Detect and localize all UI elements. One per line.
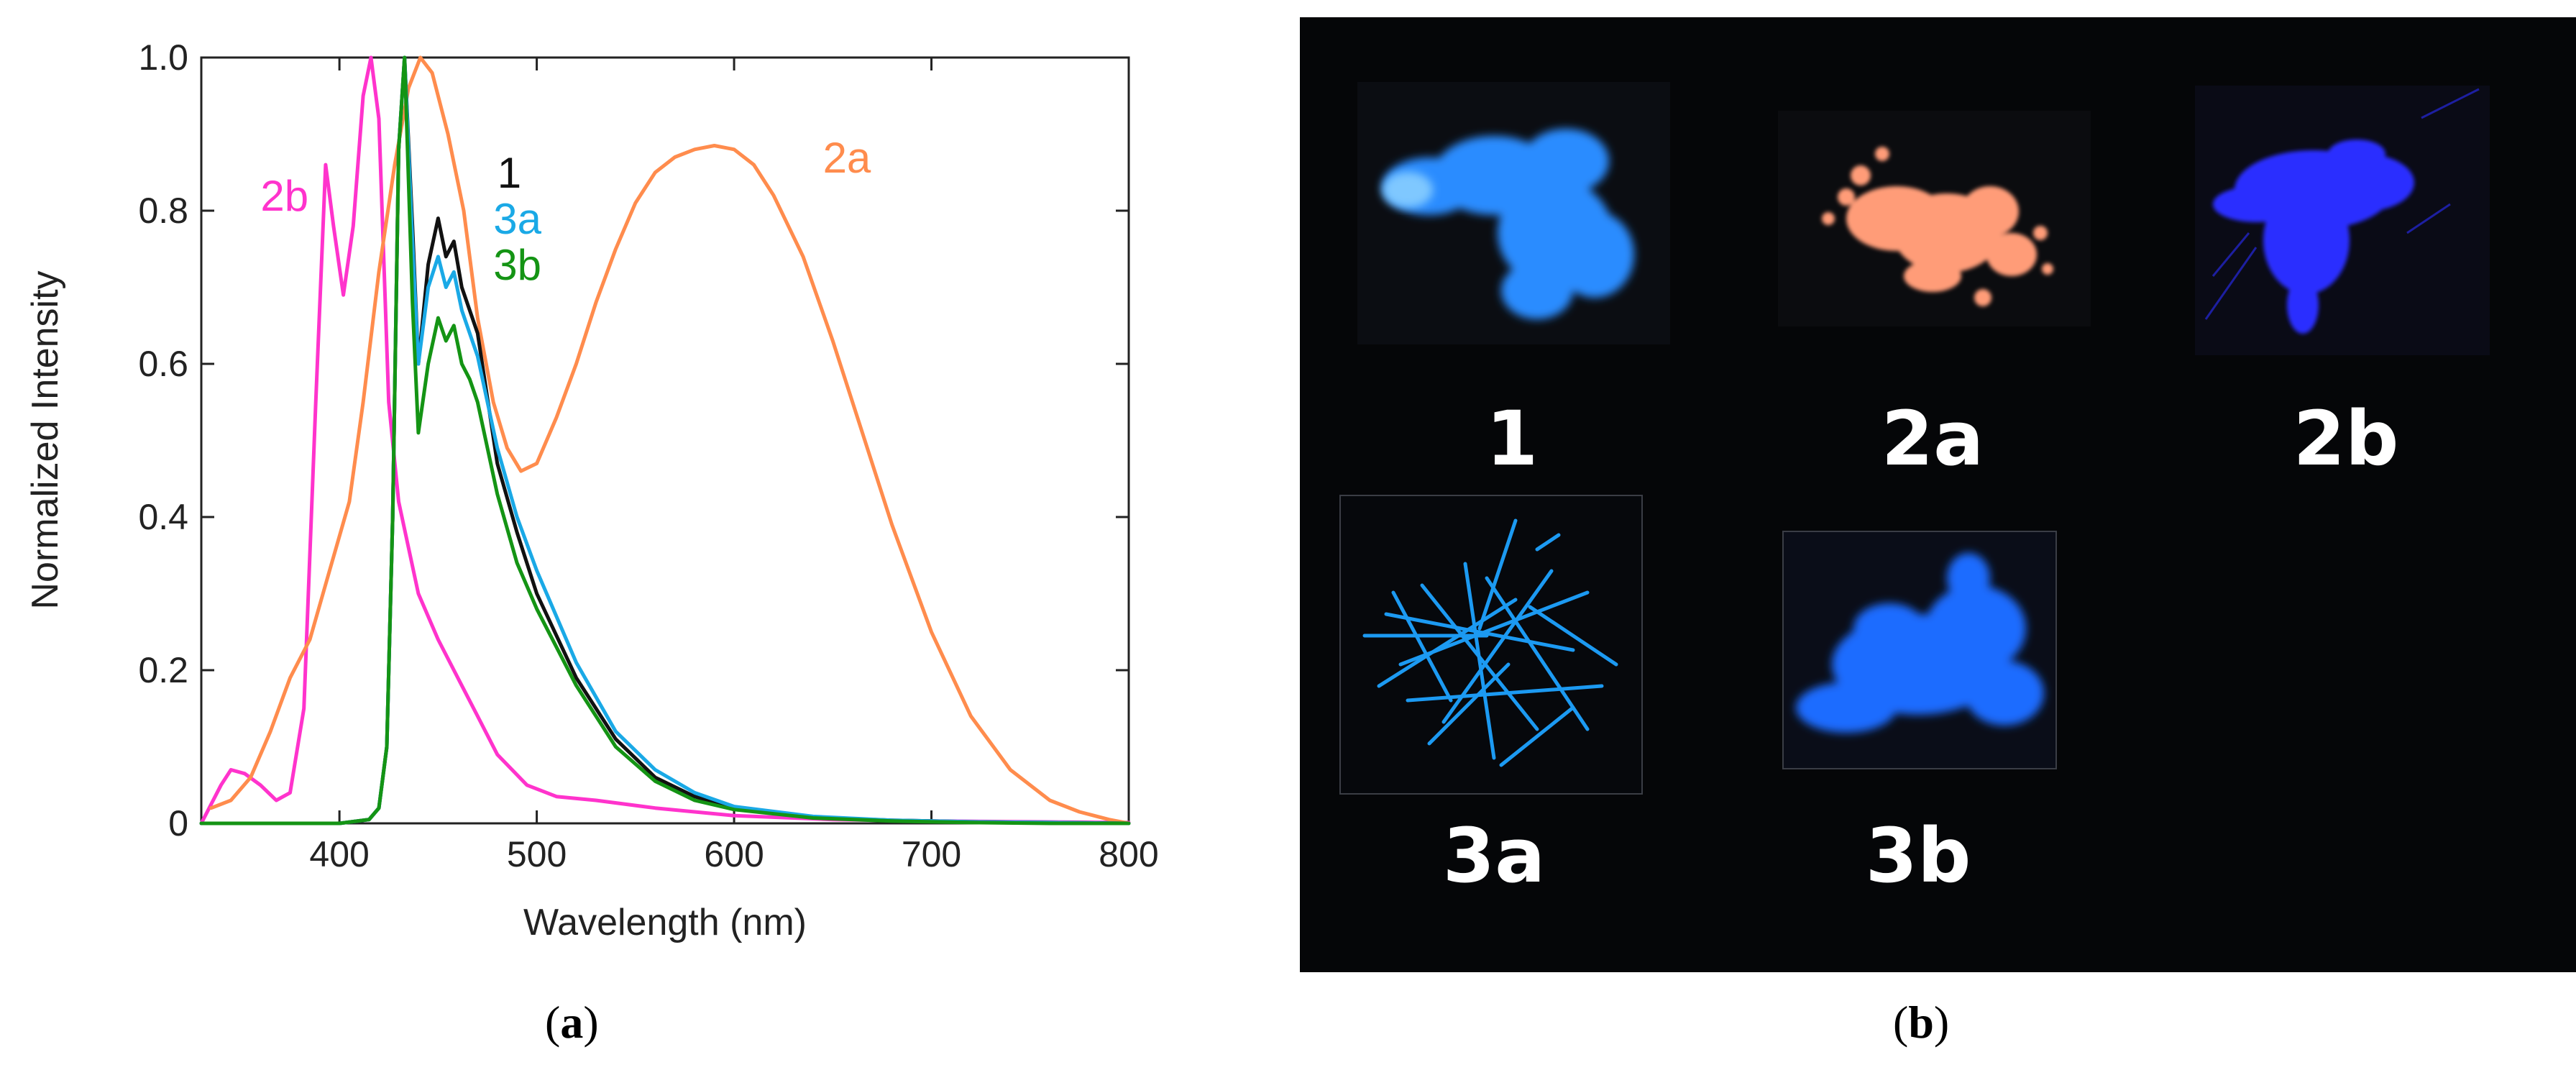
caption-b-close: ) (1933, 997, 1950, 1048)
sample-label-1: 1 (1485, 395, 1539, 483)
sample-label-2b: 2b (2293, 395, 2399, 483)
plot-frame (200, 56, 1130, 825)
caption-a: (a) (545, 996, 599, 1049)
y-tick-label-0: 0 (168, 803, 188, 843)
series-line-2a (209, 55, 1131, 826)
series-line-3b (199, 55, 1131, 826)
caption-b-letter: b (1908, 997, 1934, 1048)
series-label-3b: 3b (493, 241, 541, 289)
series-label-2b: 2b (260, 172, 308, 220)
sample-3b-photo (1796, 553, 2044, 733)
sample-label-2a: 2a (1881, 395, 1984, 483)
sample-2b-photo (2195, 86, 2490, 355)
x-tick-label-800: 800 (1099, 834, 1158, 874)
sample-label-3a: 3a (1442, 812, 1546, 900)
x-axis-title: Wavelength (nm) (523, 902, 807, 943)
y-tick-label-4: 0.8 (138, 191, 188, 231)
y-tick-label-2: 0.4 (138, 497, 188, 537)
series-label-3a: 3a (493, 195, 541, 243)
y-tick-label-5: 1.0 (138, 37, 188, 78)
series-line-3a (199, 55, 1131, 826)
caption-a-close: ) (583, 997, 599, 1048)
series-lines (199, 55, 1131, 826)
y-tick-label-1: 0.2 (138, 650, 188, 690)
photo-graphics (1339, 82, 2490, 795)
sample-1-photo (1357, 82, 1670, 344)
caption-b: (b) (1893, 996, 1949, 1049)
x-tick-label-600: 600 (704, 834, 764, 874)
caption-b-open: ( (1893, 997, 1909, 1048)
sample-label-3b: 3b (1865, 812, 1971, 900)
y-axis-title: Normalized Intensity (24, 270, 66, 609)
sample-2a-photo (1778, 111, 2091, 326)
x-tick-label-700: 700 (902, 834, 961, 874)
x-tick-label-400: 400 (309, 834, 369, 874)
series-label-2a: 2a (823, 134, 871, 182)
axis-ticks: 400 500 600 700 800 0 0.2 0.4 0.6 0.8 1.0 (138, 37, 1158, 874)
series-label-1: 1 (498, 149, 521, 197)
sample-3a-photo (1362, 518, 1618, 767)
x-tick-label-500: 500 (507, 834, 567, 874)
caption-a-open: ( (545, 997, 561, 1048)
y-tick-label-3: 0.6 (138, 344, 188, 384)
luminescence-photo-panel: 1 2a 2b 3a 3b (1300, 17, 2576, 972)
caption-a-letter: a (560, 997, 584, 1048)
series-line-1 (199, 55, 1131, 826)
series-line-2b (199, 55, 1131, 826)
